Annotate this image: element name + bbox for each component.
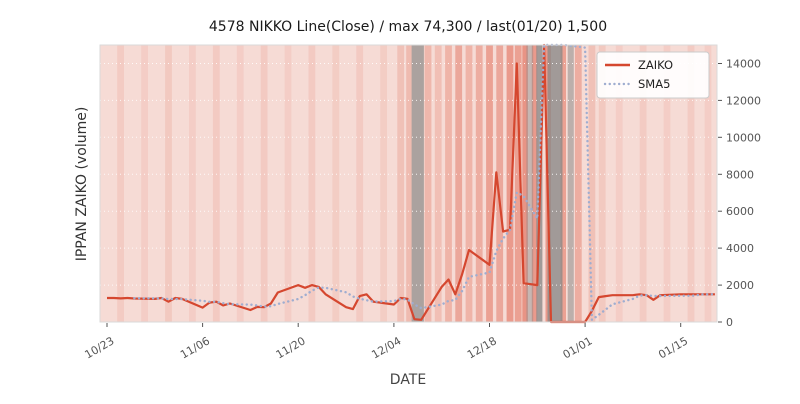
background-band — [574, 45, 582, 322]
background-band — [465, 45, 473, 322]
background-band — [687, 45, 695, 322]
background-band — [284, 45, 292, 322]
background-band — [547, 45, 563, 322]
background-band — [445, 45, 452, 322]
background-band — [117, 45, 124, 322]
legend: ZAIKO SMA5 — [596, 51, 710, 99]
y-tick-label: 4000 — [726, 242, 754, 255]
legend-zaiko-label: ZAIKO — [638, 58, 673, 72]
background-band — [212, 45, 220, 322]
background-band — [506, 45, 514, 322]
background-band — [308, 45, 316, 322]
background-band — [455, 45, 463, 322]
background-band — [567, 45, 574, 322]
sma5-line — [133, 43, 717, 323]
plot-border — [99, 44, 718, 323]
background-band — [434, 45, 442, 322]
background-band — [475, 45, 483, 322]
background-band — [260, 45, 268, 322]
background-band — [522, 45, 528, 322]
chart-title: 4578 NIKKO Line(Close) / max 74,300 / la… — [209, 19, 607, 35]
background-band — [526, 45, 534, 322]
background-band — [380, 45, 387, 322]
background-band — [704, 45, 712, 322]
y-tick-label: 14000 — [726, 58, 761, 71]
background-band — [588, 45, 596, 322]
y-tick-label: 2000 — [726, 279, 754, 292]
background-band — [560, 45, 566, 322]
background-band — [514, 45, 522, 322]
x-axis-label: DATE — [390, 372, 426, 388]
y-axis-label: IPPAN ZAIKO (volume) — [74, 107, 90, 262]
background-band — [663, 45, 671, 322]
background-band — [531, 45, 538, 322]
background-band — [496, 45, 504, 322]
background-band — [615, 45, 623, 322]
background-band — [189, 45, 196, 322]
y-tick-label: 12000 — [726, 94, 761, 107]
y-tick-label: 6000 — [726, 205, 754, 218]
y-axis-ticks: 0 2000 4000 6000 8000 10000 12000 14000 — [718, 58, 761, 329]
legend-sma5-label: SMA5 — [638, 77, 670, 91]
background-band — [424, 45, 432, 322]
background-band — [236, 45, 244, 322]
background-band — [397, 45, 405, 322]
background-bands — [117, 45, 712, 322]
background-band — [332, 45, 340, 322]
background-band — [486, 45, 493, 322]
background-band — [598, 45, 606, 322]
y-tick-label: 10000 — [726, 131, 761, 144]
background-band — [141, 45, 148, 322]
background-band — [411, 45, 424, 322]
background-band — [356, 45, 364, 322]
background-band — [406, 45, 412, 322]
y-tick-label: 8000 — [726, 168, 754, 181]
background-band — [165, 45, 172, 322]
legend-box — [596, 51, 710, 99]
series-lines — [107, 43, 717, 324]
y-tick-label: 0 — [726, 316, 733, 329]
background-band — [639, 45, 647, 322]
